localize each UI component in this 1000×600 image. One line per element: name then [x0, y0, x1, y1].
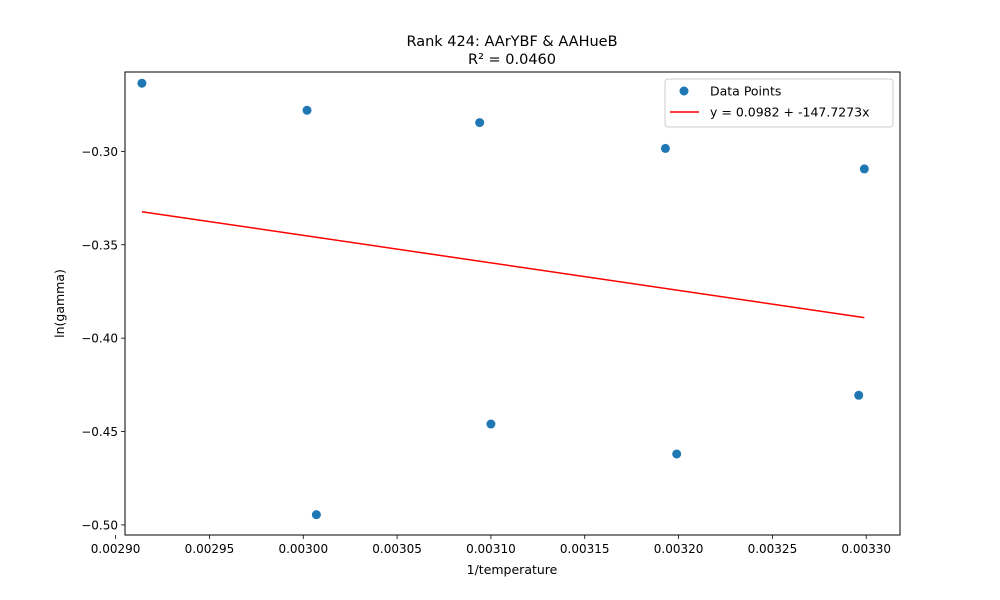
y-axis-label: ln(gamma) [52, 269, 67, 338]
legend-label-data-points: Data Points [710, 84, 781, 99]
x-tick-label: 0.00295 [185, 542, 235, 556]
y-tick-label: −0.45 [81, 425, 118, 439]
y-axis-ticks: −0.30 −0.35 −0.40 −0.45 −0.50 [81, 145, 125, 532]
data-point [672, 449, 682, 459]
x-tick-label: 0.00325 [748, 542, 798, 556]
y-tick-label: −0.40 [81, 332, 118, 346]
x-axis-ticks: 0.00290 0.00295 0.00300 0.00305 0.00310 0.003… [91, 535, 891, 556]
legend-label-fit-line: y = 0.0982 + -147.7273x [710, 105, 870, 120]
axes-frame [124, 71, 901, 536]
data-point [475, 118, 485, 128]
x-tick-label: 0.00330 [841, 542, 891, 556]
data-point [859, 164, 869, 174]
chart-subtitle: R² = 0.0460 [468, 52, 556, 68]
x-tick-label: 0.00290 [91, 542, 141, 556]
x-tick-label: 0.00315 [560, 542, 610, 556]
legend-box [664, 78, 894, 128]
x-tick-label: 0.00320 [654, 542, 704, 556]
data-point [486, 419, 496, 429]
x-tick-label: 0.00300 [278, 542, 328, 556]
data-point [137, 78, 147, 88]
data-point [302, 105, 312, 115]
x-axis-label: 1/temperature [467, 562, 558, 577]
data-point [660, 143, 670, 153]
x-tick-label: 0.00310 [466, 542, 516, 556]
legend: Data Points y = 0.0982 + -147.7273x [664, 78, 894, 128]
legend-marker-data-points [679, 86, 689, 96]
y-tick-label: −0.30 [81, 145, 118, 159]
chart-title: Rank 424: AArYBF & AAHueB [406, 34, 617, 50]
data-point [311, 510, 321, 520]
y-tick-label: −0.35 [81, 238, 118, 252]
y-tick-label: −0.50 [81, 518, 118, 532]
data-point [854, 390, 864, 400]
fit-line [141, 210, 865, 319]
plot-area [137, 78, 869, 520]
x-tick-label: 0.00305 [372, 542, 422, 556]
